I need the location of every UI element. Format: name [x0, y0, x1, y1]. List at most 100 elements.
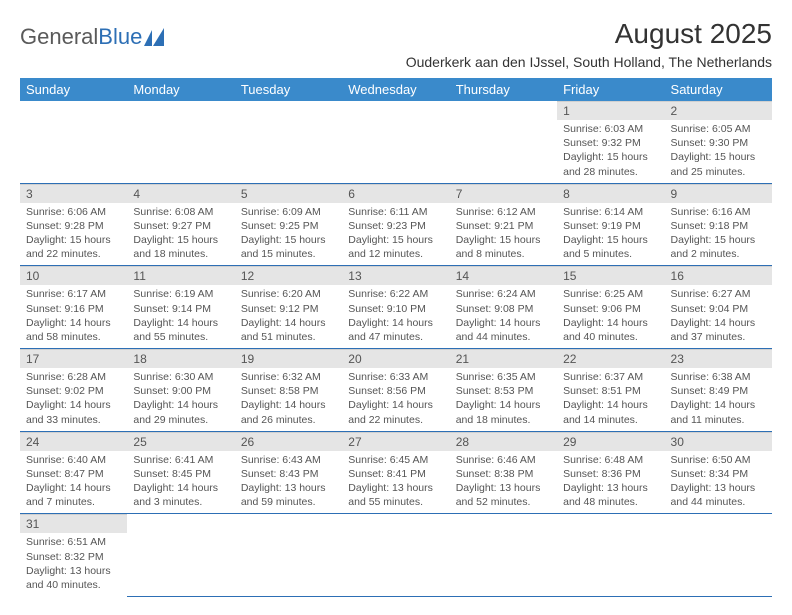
day-cell — [20, 101, 127, 183]
daylight-text: Daylight: 14 hours and 29 minutes. — [133, 398, 228, 426]
sunset-text: Sunset: 8:49 PM — [671, 384, 766, 398]
sunrise-text: Sunrise: 6:43 AM — [241, 453, 336, 467]
daylight-text: Daylight: 14 hours and 51 minutes. — [241, 316, 336, 344]
sunrise-text: Sunrise: 6:45 AM — [348, 453, 443, 467]
logo-text-b: Blue — [98, 24, 142, 50]
sunset-text: Sunset: 8:32 PM — [26, 550, 121, 564]
sunrise-text: Sunrise: 6:37 AM — [563, 370, 658, 384]
day-data: Sunrise: 6:24 AMSunset: 9:08 PMDaylight:… — [450, 285, 557, 348]
day-number: 18 — [127, 349, 234, 368]
day-cell: 19Sunrise: 6:32 AMSunset: 8:58 PMDayligh… — [235, 349, 342, 432]
sunrise-text: Sunrise: 6:24 AM — [456, 287, 551, 301]
day-number: 20 — [342, 349, 449, 368]
sunset-text: Sunset: 9:30 PM — [671, 136, 766, 150]
logo-icon — [144, 28, 170, 46]
sunset-text: Sunset: 9:18 PM — [671, 219, 766, 233]
location-text: Ouderkerk aan den IJssel, South Holland,… — [406, 54, 772, 70]
daylight-text: Daylight: 15 hours and 5 minutes. — [563, 233, 658, 261]
day-number: 16 — [665, 266, 772, 285]
daylight-text: Daylight: 14 hours and 33 minutes. — [26, 398, 121, 426]
header: GeneralBlue August 2025 Ouderkerk aan de… — [20, 18, 772, 70]
sunset-text: Sunset: 9:25 PM — [241, 219, 336, 233]
sunset-text: Sunset: 9:04 PM — [671, 302, 766, 316]
day-data: Sunrise: 6:41 AMSunset: 8:45 PMDaylight:… — [127, 451, 234, 514]
day-data: Sunrise: 6:40 AMSunset: 8:47 PMDaylight:… — [20, 451, 127, 514]
day-number: 17 — [20, 349, 127, 368]
day-data: Sunrise: 6:06 AMSunset: 9:28 PMDaylight:… — [20, 203, 127, 266]
sunset-text: Sunset: 9:12 PM — [241, 302, 336, 316]
daylight-text: Daylight: 15 hours and 22 minutes. — [26, 233, 121, 261]
daylight-text: Daylight: 14 hours and 7 minutes. — [26, 481, 121, 509]
day-data: Sunrise: 6:35 AMSunset: 8:53 PMDaylight:… — [450, 368, 557, 431]
day-cell: 25Sunrise: 6:41 AMSunset: 8:45 PMDayligh… — [127, 431, 234, 514]
day-cell: 18Sunrise: 6:30 AMSunset: 9:00 PMDayligh… — [127, 349, 234, 432]
day-cell: 22Sunrise: 6:37 AMSunset: 8:51 PMDayligh… — [557, 349, 664, 432]
daylight-text: Daylight: 15 hours and 18 minutes. — [133, 233, 228, 261]
day-data: Sunrise: 6:14 AMSunset: 9:19 PMDaylight:… — [557, 203, 664, 266]
daylight-text: Daylight: 13 hours and 55 minutes. — [348, 481, 443, 509]
sunrise-text: Sunrise: 6:14 AM — [563, 205, 658, 219]
sunset-text: Sunset: 8:51 PM — [563, 384, 658, 398]
daylight-text: Daylight: 15 hours and 2 minutes. — [671, 233, 766, 261]
daylight-text: Daylight: 14 hours and 58 minutes. — [26, 316, 121, 344]
day-cell: 17Sunrise: 6:28 AMSunset: 9:02 PMDayligh… — [20, 349, 127, 432]
day-data: Sunrise: 6:03 AMSunset: 9:32 PMDaylight:… — [557, 120, 664, 183]
day-data: Sunrise: 6:11 AMSunset: 9:23 PMDaylight:… — [342, 203, 449, 266]
day-cell: 21Sunrise: 6:35 AMSunset: 8:53 PMDayligh… — [450, 349, 557, 432]
day-cell: 20Sunrise: 6:33 AMSunset: 8:56 PMDayligh… — [342, 349, 449, 432]
sunset-text: Sunset: 8:58 PM — [241, 384, 336, 398]
day-data: Sunrise: 6:16 AMSunset: 9:18 PMDaylight:… — [665, 203, 772, 266]
day-number: 2 — [665, 101, 772, 120]
day-cell: 10Sunrise: 6:17 AMSunset: 9:16 PMDayligh… — [20, 266, 127, 349]
daylight-text: Daylight: 13 hours and 40 minutes. — [26, 564, 121, 592]
sunrise-text: Sunrise: 6:08 AM — [133, 205, 228, 219]
sunset-text: Sunset: 8:45 PM — [133, 467, 228, 481]
day-number: 5 — [235, 184, 342, 203]
sunrise-text: Sunrise: 6:17 AM — [26, 287, 121, 301]
day-data: Sunrise: 6:30 AMSunset: 9:00 PMDaylight:… — [127, 368, 234, 431]
day-cell: 24Sunrise: 6:40 AMSunset: 8:47 PMDayligh… — [20, 431, 127, 514]
sunrise-text: Sunrise: 6:41 AM — [133, 453, 228, 467]
day-number: 6 — [342, 184, 449, 203]
day-number: 19 — [235, 349, 342, 368]
col-header: Sunday — [20, 78, 127, 101]
sunrise-text: Sunrise: 6:46 AM — [456, 453, 551, 467]
day-number: 13 — [342, 266, 449, 285]
day-cell: 26Sunrise: 6:43 AMSunset: 8:43 PMDayligh… — [235, 431, 342, 514]
sunset-text: Sunset: 9:27 PM — [133, 219, 228, 233]
day-cell: 29Sunrise: 6:48 AMSunset: 8:36 PMDayligh… — [557, 431, 664, 514]
day-cell — [235, 514, 342, 596]
daylight-text: Daylight: 15 hours and 15 minutes. — [241, 233, 336, 261]
day-cell: 5Sunrise: 6:09 AMSunset: 9:25 PMDaylight… — [235, 183, 342, 266]
day-data: Sunrise: 6:05 AMSunset: 9:30 PMDaylight:… — [665, 120, 772, 183]
sunrise-text: Sunrise: 6:50 AM — [671, 453, 766, 467]
day-cell — [127, 101, 234, 183]
sunset-text: Sunset: 8:43 PM — [241, 467, 336, 481]
calendar-table: SundayMondayTuesdayWednesdayThursdayFrid… — [20, 78, 772, 597]
sunrise-text: Sunrise: 6:28 AM — [26, 370, 121, 384]
day-cell — [665, 514, 772, 596]
day-cell: 16Sunrise: 6:27 AMSunset: 9:04 PMDayligh… — [665, 266, 772, 349]
day-number: 11 — [127, 266, 234, 285]
logo: GeneralBlue — [20, 24, 170, 50]
logo-text-a: General — [20, 24, 98, 50]
day-cell: 3Sunrise: 6:06 AMSunset: 9:28 PMDaylight… — [20, 183, 127, 266]
sunrise-text: Sunrise: 6:20 AM — [241, 287, 336, 301]
day-number: 25 — [127, 432, 234, 451]
sunset-text: Sunset: 9:16 PM — [26, 302, 121, 316]
day-cell: 28Sunrise: 6:46 AMSunset: 8:38 PMDayligh… — [450, 431, 557, 514]
day-data: Sunrise: 6:09 AMSunset: 9:25 PMDaylight:… — [235, 203, 342, 266]
sunrise-text: Sunrise: 6:33 AM — [348, 370, 443, 384]
sunrise-text: Sunrise: 6:09 AM — [241, 205, 336, 219]
day-number: 4 — [127, 184, 234, 203]
page-title: August 2025 — [406, 18, 772, 50]
day-cell — [342, 514, 449, 596]
day-cell: 23Sunrise: 6:38 AMSunset: 8:49 PMDayligh… — [665, 349, 772, 432]
daylight-text: Daylight: 14 hours and 47 minutes. — [348, 316, 443, 344]
day-cell: 13Sunrise: 6:22 AMSunset: 9:10 PMDayligh… — [342, 266, 449, 349]
col-header: Thursday — [450, 78, 557, 101]
sunrise-text: Sunrise: 6:25 AM — [563, 287, 658, 301]
sunrise-text: Sunrise: 6:05 AM — [671, 122, 766, 136]
day-data: Sunrise: 6:46 AMSunset: 8:38 PMDaylight:… — [450, 451, 557, 514]
sunrise-text: Sunrise: 6:16 AM — [671, 205, 766, 219]
